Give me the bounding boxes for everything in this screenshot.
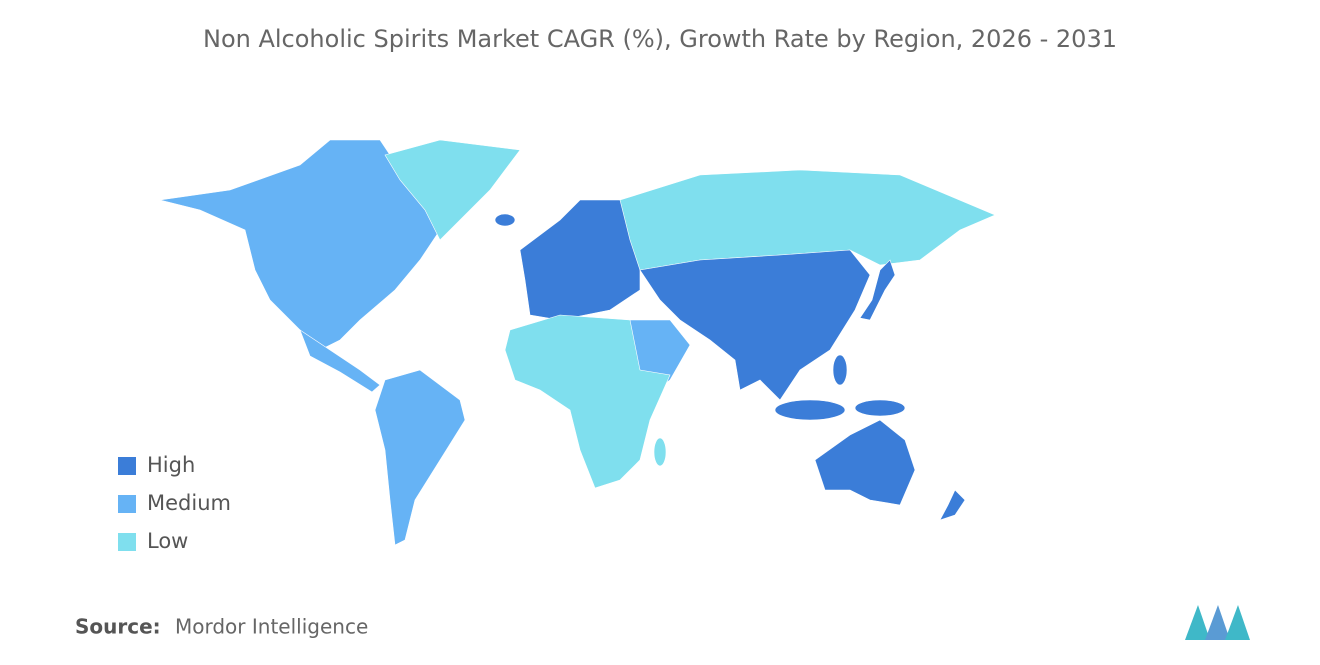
source-text: Mordor Intelligence bbox=[175, 615, 368, 639]
africa bbox=[504, 314, 671, 489]
central-america bbox=[299, 329, 381, 393]
greenland bbox=[384, 139, 521, 241]
legend-label: Medium bbox=[147, 491, 231, 515]
legend-swatch bbox=[118, 457, 136, 475]
legend-label: High bbox=[147, 453, 195, 477]
japan bbox=[859, 259, 896, 321]
source-label: Source: bbox=[75, 615, 161, 639]
south-america bbox=[374, 369, 466, 546]
new-zealand bbox=[939, 489, 966, 521]
legend-label: Low bbox=[147, 529, 188, 553]
legend: High Medium Low bbox=[118, 453, 231, 553]
logo bbox=[1185, 605, 1250, 640]
philippines bbox=[832, 354, 848, 386]
asia bbox=[639, 249, 871, 401]
europe bbox=[519, 199, 641, 321]
legend-swatch bbox=[118, 495, 136, 513]
title: Non Alcoholic Spirits Market CAGR (%), G… bbox=[203, 25, 1117, 53]
australia bbox=[814, 419, 916, 506]
north-america bbox=[159, 139, 441, 351]
papua bbox=[854, 399, 906, 417]
indonesia bbox=[774, 399, 846, 421]
iceland bbox=[494, 213, 516, 227]
madagascar bbox=[653, 437, 667, 467]
legend-swatch bbox=[118, 533, 136, 551]
world-map bbox=[159, 139, 996, 546]
